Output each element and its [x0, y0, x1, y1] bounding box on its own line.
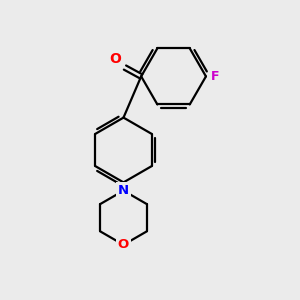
- Text: N: N: [118, 184, 129, 197]
- Text: O: O: [118, 238, 129, 251]
- Text: F: F: [211, 70, 220, 83]
- Text: O: O: [110, 52, 122, 66]
